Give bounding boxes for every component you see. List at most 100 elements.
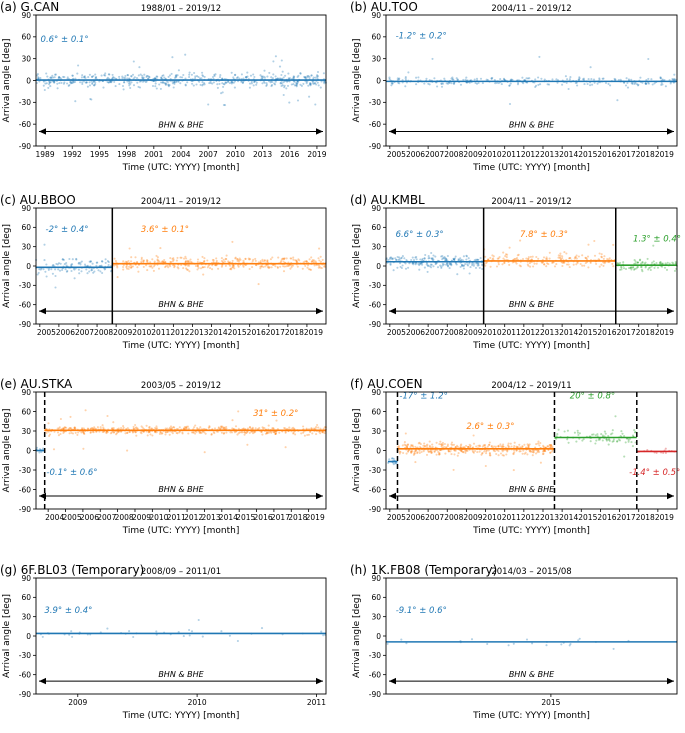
data-point: [673, 73, 676, 76]
data-point: [61, 258, 64, 261]
data-point: [607, 258, 610, 261]
scatter-points: [386, 637, 630, 650]
data-point: [655, 451, 658, 454]
data-point: [94, 73, 97, 76]
x-tick-label: 1989: [36, 150, 55, 159]
data-point: [428, 445, 431, 448]
data-point: [232, 427, 235, 430]
data-point: [170, 426, 174, 429]
data-point: [428, 444, 431, 447]
y-tick-label: -90: [369, 690, 381, 699]
data-point: [231, 265, 234, 269]
data-point: [467, 446, 470, 449]
data-point: [136, 261, 139, 264]
data-point: [500, 445, 503, 448]
data-point: [465, 254, 468, 257]
data-point: [594, 434, 597, 437]
data-point: [262, 75, 265, 78]
data-point: [430, 451, 433, 454]
data-point: [165, 82, 168, 85]
data-point: [634, 431, 637, 434]
data-point: [644, 82, 647, 85]
panel-3: (c) AU.BBOO 2004/11 – 2019/12-2° ± 0.4° 3.…: [0, 193, 327, 351]
data-point: [620, 268, 623, 271]
data-point: [172, 257, 175, 260]
data-point: [462, 267, 465, 270]
data-point: [411, 444, 414, 447]
data-point: [187, 432, 190, 435]
data-point: [101, 271, 104, 275]
channel-label: BHN & BHE: [158, 670, 204, 679]
panel-6: (f) AU.COEN 2004/12 – 2019/11-17° ± 1.2°2…: [350, 377, 680, 536]
data-point: [248, 267, 251, 271]
data-point: [70, 630, 73, 633]
data-point: [254, 257, 257, 260]
data-point: [290, 257, 293, 260]
data-point: [508, 84, 511, 87]
data-point: [192, 431, 195, 434]
y-tick-label: 0: [26, 446, 31, 455]
data-point: [512, 642, 515, 645]
data-point: [136, 266, 139, 269]
y-tick-label: 0: [26, 632, 31, 641]
y-tick-label: 30: [21, 612, 31, 621]
data-point: [472, 434, 475, 437]
data-point: [647, 57, 650, 61]
data-point: [600, 253, 603, 256]
data-point: [390, 257, 393, 260]
x-tick-label: 2010: [226, 150, 245, 159]
data-point: [148, 425, 151, 428]
data-point: [128, 77, 131, 80]
x-axis-label: Time (UTC: YYYY) [month]: [472, 163, 590, 173]
data-point: [624, 267, 628, 271]
data-point: [521, 76, 524, 79]
data-point: [164, 433, 167, 436]
data-point: [515, 449, 518, 452]
data-point: [300, 432, 303, 435]
data-point: [594, 442, 597, 445]
data-point: [88, 270, 91, 273]
data-point: [304, 76, 307, 79]
data-point: [151, 266, 154, 269]
data-point: [603, 262, 606, 265]
data-point: [620, 266, 623, 269]
data-point: [321, 258, 324, 261]
data-point: [254, 427, 257, 430]
x-tick-label: 2010: [483, 328, 502, 337]
y-tick-label: -90: [369, 505, 381, 514]
data-point: [234, 73, 237, 76]
data-point: [616, 262, 619, 265]
data-point: [502, 445, 505, 448]
data-point: [185, 257, 188, 260]
y-tick-label: -60: [19, 120, 31, 129]
data-point: [167, 75, 170, 78]
data-point: [469, 446, 472, 449]
data-point: [211, 264, 214, 267]
data-point: [210, 432, 213, 436]
data-point: [443, 77, 446, 80]
data-point: [438, 453, 441, 456]
x-tick-label: 2017: [617, 513, 636, 522]
data-point: [446, 264, 450, 267]
y-tick-label: 30: [371, 427, 381, 436]
data-point: [218, 76, 222, 79]
data-point: [56, 87, 59, 90]
data-point: [242, 265, 245, 268]
data-point: [423, 444, 426, 447]
data-point: [127, 259, 130, 263]
data-point: [281, 257, 284, 261]
x-tick-label: 2019: [304, 328, 323, 337]
data-point: [218, 82, 221, 85]
data-point: [168, 74, 172, 77]
data-point: [556, 433, 559, 436]
data-point: [242, 427, 245, 430]
data-point: [440, 266, 443, 269]
data-point: [450, 443, 453, 446]
data-point: [111, 76, 114, 79]
panel-8: (h) 1K.FB08 (Temporary)2014/03 – 2015/08…: [350, 563, 678, 721]
data-point: [510, 445, 513, 448]
data-point: [164, 83, 167, 86]
data-point: [446, 445, 449, 448]
data-point: [282, 260, 285, 263]
data-point: [412, 445, 415, 448]
